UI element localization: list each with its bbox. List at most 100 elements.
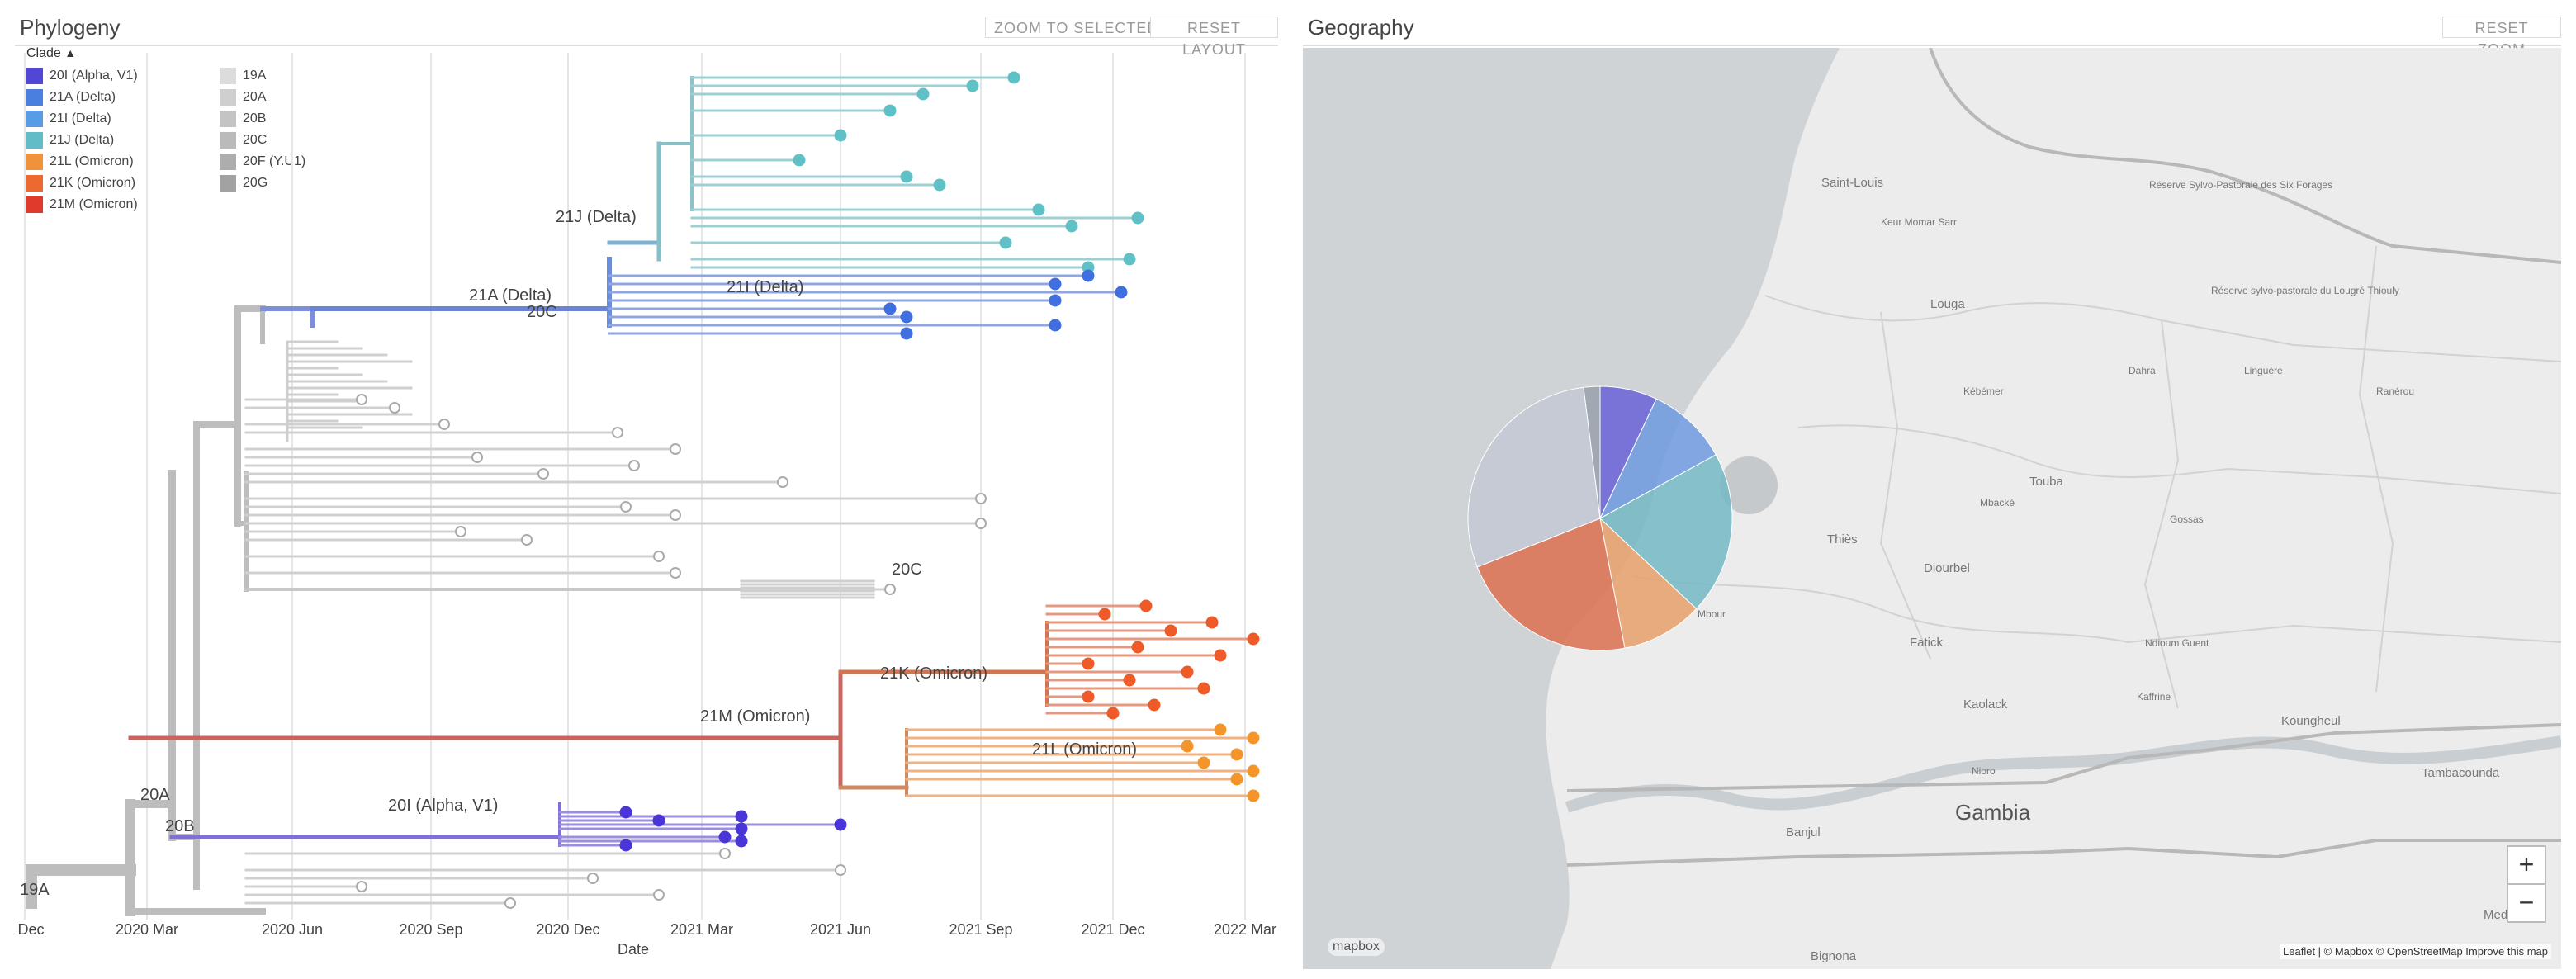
reset-layout-button[interactable]: RESET LAYOUT — [1150, 17, 1278, 58]
tree-tip[interactable] — [1082, 657, 1095, 670]
tree-tip[interactable] — [777, 476, 788, 488]
tree-tip[interactable] — [670, 509, 681, 521]
tree-tip[interactable] — [1148, 698, 1161, 712]
tree-tip[interactable] — [653, 889, 665, 901]
tree-tip[interactable] — [1247, 789, 1260, 802]
tree-tip[interactable] — [1123, 674, 1136, 687]
tree-tip[interactable] — [1230, 773, 1243, 786]
tree-tip[interactable] — [1214, 723, 1227, 736]
legend-toggle[interactable]: Clade ▲ — [26, 46, 76, 61]
zoom-out-button[interactable]: − — [2507, 883, 2546, 923]
tree-tip[interactable] — [389, 402, 400, 414]
tree-tip[interactable] — [1230, 748, 1243, 761]
tree-tip[interactable] — [619, 806, 632, 819]
tree-tip[interactable] — [1197, 756, 1210, 769]
tree-tip[interactable] — [619, 839, 632, 852]
tree-tip[interactable] — [1181, 740, 1194, 753]
tree-tip[interactable] — [999, 236, 1012, 249]
map-attribution[interactable]: Leaflet | © Mapbox © OpenStreetMap Impro… — [2280, 944, 2551, 959]
tree-tip[interactable] — [1115, 286, 1128, 299]
tree-tip[interactable] — [1049, 319, 1062, 332]
legend-item-a-6[interactable]: 21M (Omicron) — [26, 195, 138, 215]
tree-tip[interactable] — [735, 835, 748, 848]
legend-item-a-0[interactable]: 20I (Alpha, V1) — [26, 66, 138, 86]
zoom-in-button[interactable]: + — [2507, 845, 2546, 885]
tree-tip[interactable] — [670, 443, 681, 455]
pie-slice[interactable] — [1599, 454, 1733, 610]
tree-tip[interactable] — [587, 873, 599, 884]
tree-tip[interactable] — [884, 584, 896, 595]
tree-tip[interactable] — [1247, 632, 1260, 646]
tree-tip[interactable] — [356, 881, 367, 892]
zoom-to-selected-button[interactable]: ZOOM TO SELECTED — [985, 17, 1168, 38]
tree-tip[interactable] — [1007, 71, 1020, 84]
legend-item-a-2[interactable]: 21I (Delta) — [26, 109, 111, 129]
mapbox-logo[interactable]: mapbox — [1328, 938, 1385, 956]
legend-item-a-4[interactable]: 21L (Omicron) — [26, 152, 134, 172]
pie-slice[interactable] — [1598, 398, 1717, 520]
tree-tip[interactable] — [1049, 277, 1062, 291]
tree-tip[interactable] — [1197, 682, 1210, 695]
tree-tip[interactable] — [1247, 731, 1260, 745]
legend-item-a-3[interactable]: 21J (Delta) — [26, 130, 114, 150]
tree-tip[interactable] — [1181, 665, 1194, 679]
legend-item-b-5[interactable]: 20G — [220, 173, 268, 193]
pie-slice[interactable] — [1476, 518, 1626, 651]
tree-tip[interactable] — [1049, 294, 1062, 307]
map-location-marker-small[interactable] — [1720, 456, 1778, 514]
tree-tip[interactable] — [356, 394, 367, 405]
tree-tip[interactable] — [653, 551, 665, 562]
tree-tip[interactable] — [612, 427, 623, 438]
tree-tip[interactable] — [735, 822, 748, 835]
legend-item-a-1[interactable]: 21A (Delta) — [26, 87, 116, 107]
tree-tip[interactable] — [1082, 269, 1095, 282]
legend-item-b-4[interactable]: 20F (Y.U1) — [220, 152, 305, 172]
tree-tip[interactable] — [900, 327, 913, 340]
tree-tip[interactable] — [719, 848, 731, 859]
tree-tip[interactable] — [735, 810, 748, 823]
tree-tip[interactable] — [537, 468, 549, 480]
legend-item-a-5[interactable]: 21K (Omicron) — [26, 173, 135, 193]
tree-tip[interactable] — [628, 460, 640, 471]
tree-tip[interactable] — [1139, 599, 1153, 612]
legend-item-b-0[interactable]: 19A — [220, 66, 266, 86]
tree-tip[interactable] — [718, 830, 732, 844]
tree-tip[interactable] — [1082, 690, 1095, 703]
tree-tip[interactable] — [1098, 608, 1111, 621]
tree-tip[interactable] — [1214, 649, 1227, 662]
tree-tip[interactable] — [835, 864, 846, 876]
reset-zoom-button[interactable]: RESET ZOOM — [2442, 17, 2561, 58]
tree-tip[interactable] — [521, 534, 533, 546]
legend-item-b-1[interactable]: 20A — [220, 87, 266, 107]
pie-slice[interactable] — [1599, 517, 1698, 649]
legend-item-b-3[interactable]: 20C — [220, 130, 267, 150]
tree-tip[interactable] — [883, 104, 897, 117]
tree-tip[interactable] — [1247, 764, 1260, 778]
tree-tip[interactable] — [1205, 616, 1219, 629]
tree-tip[interactable] — [933, 178, 946, 192]
tree-tip[interactable] — [1065, 220, 1078, 233]
tree-tip[interactable] — [1123, 253, 1136, 266]
tree-tip[interactable] — [1131, 641, 1144, 654]
tree-tip[interactable] — [652, 814, 665, 827]
tree-tip[interactable] — [471, 452, 483, 463]
tree-tip[interactable] — [900, 310, 913, 324]
pie-slice[interactable] — [1467, 386, 1601, 568]
tree-tip[interactable] — [1131, 211, 1144, 225]
tree-tip[interactable] — [670, 567, 681, 579]
tree-tip[interactable] — [834, 129, 847, 142]
tree-tip[interactable] — [975, 518, 987, 529]
tree-tip[interactable] — [975, 493, 987, 504]
tree-tip[interactable] — [1106, 707, 1120, 720]
tree-tip[interactable] — [793, 154, 806, 167]
tree-tip[interactable] — [834, 818, 847, 831]
map-location-pie[interactable] — [1467, 385, 1733, 651]
tree-tip[interactable] — [966, 79, 979, 92]
legend-item-b-2[interactable]: 20B — [220, 109, 266, 129]
tree-tip[interactable] — [438, 419, 450, 430]
tree-tip[interactable] — [504, 897, 516, 909]
tree-tip[interactable] — [620, 501, 632, 513]
tree-tip[interactable] — [883, 302, 897, 315]
map[interactable]: Saint-Louis Keur Momar Sarr Louga Kébéme… — [1303, 48, 2561, 969]
tree-tip[interactable] — [1164, 624, 1177, 637]
